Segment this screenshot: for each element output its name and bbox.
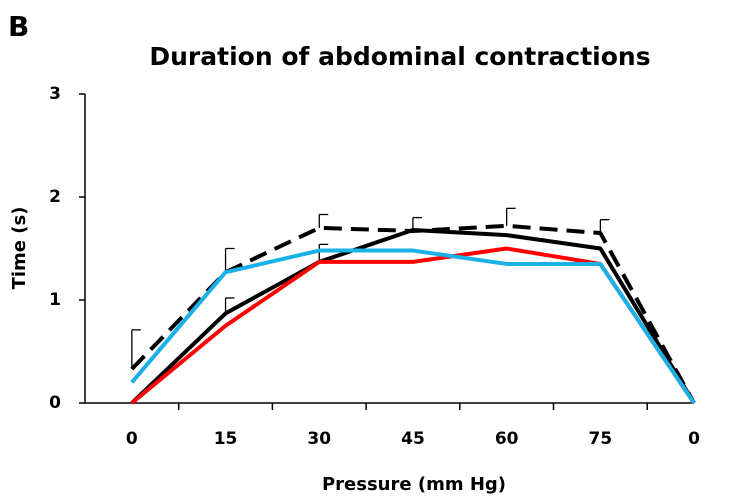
x-tick-label: 30 (307, 429, 331, 449)
x-axis-label: Pressure (mm Hg) (322, 474, 506, 495)
x-tick-label: 45 (401, 429, 425, 449)
y-tick-label: 0 (49, 393, 61, 413)
x-tick-label: 0 (126, 429, 138, 449)
y-axis-label: Time (s) (9, 207, 30, 290)
series-line (130, 227, 696, 405)
series-line (130, 248, 696, 405)
y-tick-label: 2 (49, 187, 61, 207)
y-tick-label: 1 (49, 290, 61, 310)
x-tick-label: 60 (495, 429, 519, 449)
x-tick-label: 75 (589, 429, 613, 449)
x-tick-label: 0 (688, 429, 700, 449)
x-tick-label: 15 (214, 429, 238, 449)
panel-label: B (8, 10, 29, 43)
chart-title: Duration of abdominal contractions (149, 42, 650, 71)
y-tick-label: 3 (49, 84, 61, 104)
series-line (130, 246, 696, 405)
